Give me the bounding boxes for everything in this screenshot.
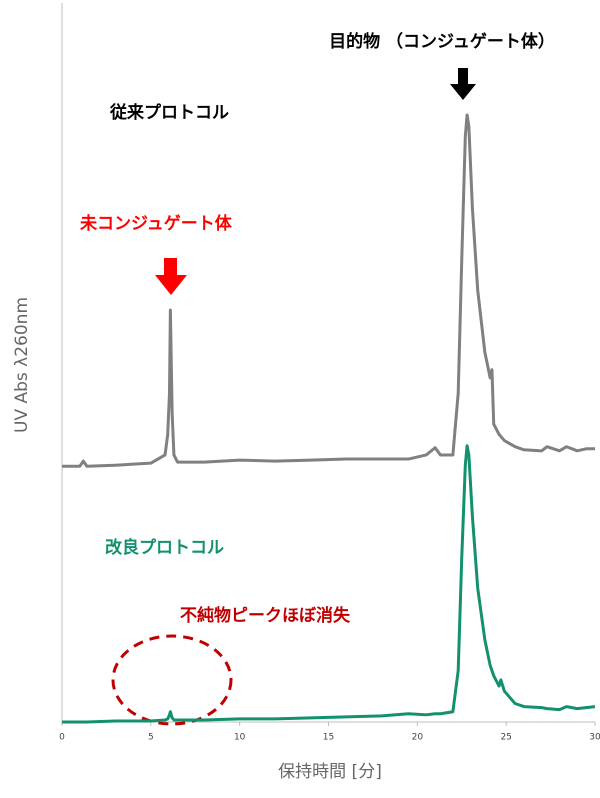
x-tick-label: 0 — [59, 733, 65, 743]
x-tick-label: 30 — [589, 733, 600, 743]
annotation: 未コンジュゲート体 — [79, 213, 233, 234]
x-tick-label: 15 — [323, 733, 334, 743]
x-tick-label: 20 — [412, 733, 424, 743]
annotation: 目的物 （コンジュゲート体） — [329, 31, 555, 52]
annotation: 不純物ピークほぼ消失 — [180, 605, 351, 626]
x-tick-label: 5 — [148, 733, 154, 743]
series-line — [62, 113, 595, 468]
series-label: 改良プロトコル — [105, 537, 224, 558]
y-axis-label: UV Abs λ260nm — [12, 297, 32, 433]
series-label: 従来プロトコル — [109, 102, 229, 123]
series-line — [62, 444, 596, 724]
x-tick-label: 10 — [234, 733, 246, 743]
x-tick-label: 25 — [500, 733, 511, 743]
highlight-ellipse — [111, 634, 233, 726]
arrow — [450, 68, 476, 100]
x-axis-label: 保持時間 [分] — [278, 762, 382, 782]
arrow — [155, 258, 187, 295]
